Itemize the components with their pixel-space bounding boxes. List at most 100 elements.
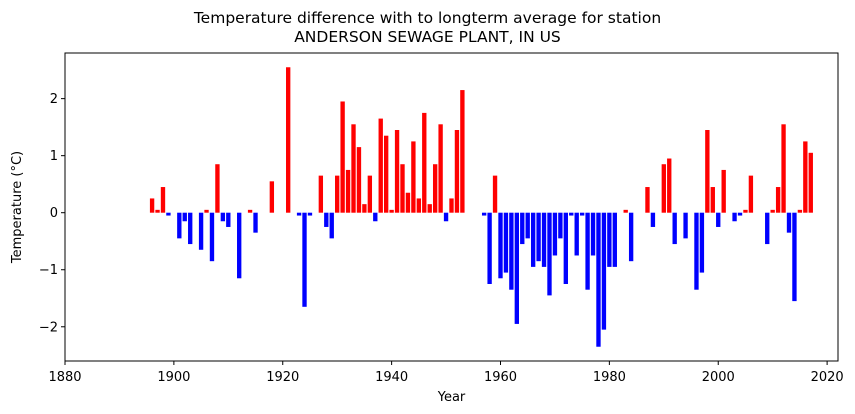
bar-1957 bbox=[481, 212, 487, 216]
bar-1941 bbox=[394, 130, 400, 213]
bar-1931 bbox=[340, 101, 345, 213]
x-axis-ticks: 1880 1900 1920 1940 1960 1980 2000 2020 bbox=[48, 361, 844, 385]
bar-1928 bbox=[324, 212, 329, 227]
bar-1953 bbox=[460, 90, 465, 213]
bar-1902 bbox=[182, 212, 187, 222]
bar-1972 bbox=[563, 212, 568, 284]
bar-1992 bbox=[672, 212, 677, 245]
x-tick-label-1900: 1900 bbox=[157, 370, 190, 385]
bar-1925 bbox=[307, 212, 313, 216]
bar-1901 bbox=[177, 212, 182, 239]
bar-1999 bbox=[710, 187, 715, 213]
x-tick-label-1940: 1940 bbox=[375, 370, 408, 385]
bar-2016 bbox=[803, 141, 808, 213]
bar-1899 bbox=[166, 212, 171, 216]
bar-1976 bbox=[585, 212, 590, 290]
bar-1975 bbox=[579, 212, 585, 216]
bar-1990 bbox=[661, 164, 666, 213]
bar-2012 bbox=[781, 124, 786, 213]
bar-1948 bbox=[432, 164, 438, 213]
bar-1923 bbox=[296, 212, 302, 216]
bar-1949 bbox=[438, 124, 443, 213]
x-tick-label-1920: 1920 bbox=[266, 370, 299, 385]
bar-1945 bbox=[416, 198, 422, 213]
y-tick-label-0: −2 bbox=[39, 320, 58, 335]
bar-1912 bbox=[237, 212, 242, 279]
bar-1974 bbox=[574, 212, 579, 256]
bar-1998 bbox=[705, 130, 710, 213]
bar-1933 bbox=[351, 124, 356, 213]
y-tick-label-1: −1 bbox=[39, 263, 58, 278]
bar-1947 bbox=[427, 204, 432, 213]
bar-2009 bbox=[765, 212, 770, 245]
x-tick-label-2020: 2020 bbox=[811, 370, 844, 385]
bar-1981 bbox=[612, 212, 617, 267]
bar-1970 bbox=[552, 212, 558, 256]
y-axis-label: Temperature (°C) bbox=[10, 151, 25, 264]
bar-2006 bbox=[748, 175, 754, 213]
bar-2010 bbox=[770, 209, 775, 213]
bar-1898 bbox=[160, 187, 166, 213]
bar-1973 bbox=[569, 212, 574, 216]
bar-1979 bbox=[601, 212, 607, 330]
bar-1905 bbox=[198, 212, 204, 250]
x-tick-label-2000: 2000 bbox=[702, 370, 735, 385]
bar-1983 bbox=[623, 209, 628, 213]
bar-1961 bbox=[503, 212, 509, 273]
bar-1938 bbox=[378, 118, 383, 213]
bar-1896 bbox=[149, 198, 155, 213]
x-axis-label: Year bbox=[437, 390, 466, 405]
bar-2004 bbox=[737, 212, 743, 216]
bar-1969 bbox=[547, 212, 552, 296]
plot-frame bbox=[64, 52, 839, 362]
bar-1943 bbox=[405, 192, 411, 213]
bar-2013 bbox=[786, 212, 792, 233]
bars-layer bbox=[149, 67, 813, 347]
bar-1940 bbox=[389, 209, 394, 213]
bar-2000 bbox=[716, 212, 721, 227]
bar-1927 bbox=[318, 175, 324, 213]
y-axis-ticks: −2 −1 0 1 2 bbox=[39, 92, 65, 335]
bar-1997 bbox=[699, 212, 705, 273]
bar-1921 bbox=[286, 67, 291, 213]
bar-2005 bbox=[743, 209, 748, 213]
bar-1959 bbox=[492, 175, 498, 213]
bar-1930 bbox=[335, 175, 340, 213]
bar-1918 bbox=[269, 181, 275, 213]
bar-1962 bbox=[509, 212, 514, 290]
bar-1909 bbox=[220, 212, 226, 222]
bar-1966 bbox=[530, 212, 536, 267]
bar-1915 bbox=[253, 212, 258, 233]
y-tick-label-4: 2 bbox=[50, 92, 58, 107]
bar-1951 bbox=[449, 198, 454, 213]
bar-1988 bbox=[650, 212, 656, 227]
bar-1944 bbox=[411, 141, 416, 213]
bar-1935 bbox=[362, 204, 367, 213]
bar-1964 bbox=[520, 212, 525, 245]
bar-1929 bbox=[329, 212, 334, 239]
bar-1936 bbox=[367, 175, 373, 213]
bar-1967 bbox=[536, 212, 541, 262]
bar-1994 bbox=[683, 212, 688, 239]
bar-1924 bbox=[302, 212, 307, 307]
bar-1965 bbox=[525, 212, 530, 239]
bar-1946 bbox=[422, 112, 427, 213]
y-tick-label-3: 1 bbox=[50, 149, 58, 164]
bar-1958 bbox=[487, 212, 492, 284]
bar-2001 bbox=[721, 169, 726, 213]
y-tick-label-2: 0 bbox=[50, 206, 58, 221]
bar-1963 bbox=[514, 212, 519, 324]
bar-1914 bbox=[247, 209, 253, 213]
bar-1950 bbox=[443, 212, 449, 222]
bar-1977 bbox=[590, 212, 596, 256]
bar-1980 bbox=[607, 212, 612, 267]
bar-1960 bbox=[498, 212, 503, 279]
bar-1978 bbox=[596, 212, 601, 347]
bar-2017 bbox=[808, 152, 813, 213]
bar-1991 bbox=[667, 158, 672, 213]
bar-1908 bbox=[215, 164, 220, 213]
bar-1987 bbox=[645, 187, 650, 213]
bar-2003 bbox=[732, 212, 737, 222]
x-tick-label-1980: 1980 bbox=[593, 370, 626, 385]
chart-title-line-1: Temperature difference with to longterm … bbox=[193, 9, 662, 27]
